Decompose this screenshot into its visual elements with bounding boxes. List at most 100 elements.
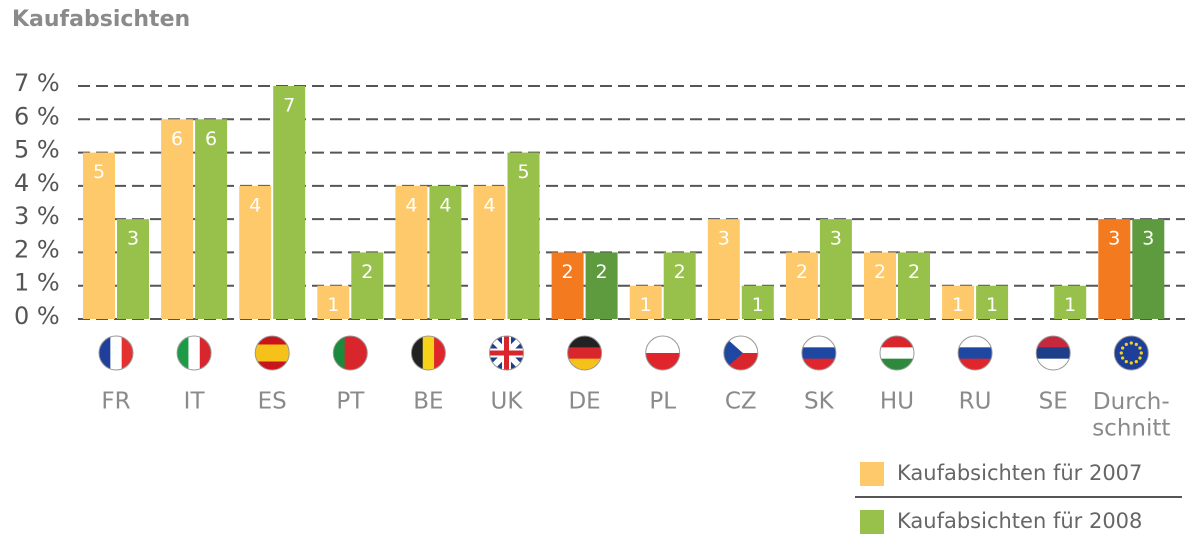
flag bbox=[333, 336, 368, 370]
value-label: 4 bbox=[249, 194, 261, 216]
bar bbox=[585, 252, 618, 319]
flag-stripe bbox=[958, 336, 993, 348]
flag-star bbox=[1124, 342, 1128, 346]
y-tick-label: 2 % bbox=[14, 235, 60, 263]
y-tick-label: 3 % bbox=[14, 202, 60, 230]
y-tick-label: 1 % bbox=[14, 269, 60, 297]
bar bbox=[629, 285, 662, 319]
flag-stripe bbox=[645, 336, 680, 354]
flag bbox=[801, 336, 836, 370]
value-label: 5 bbox=[93, 161, 105, 183]
flag-stripe bbox=[567, 347, 602, 360]
legend-swatch bbox=[860, 510, 884, 534]
bar bbox=[83, 152, 115, 319]
flag-stripe bbox=[188, 336, 201, 370]
value-label: 3 bbox=[1108, 228, 1120, 250]
flag-shine bbox=[98, 335, 134, 371]
bar bbox=[351, 252, 384, 319]
flag-shine bbox=[410, 335, 446, 371]
bar bbox=[429, 185, 462, 319]
bar bbox=[161, 119, 194, 320]
bar bbox=[551, 252, 584, 319]
flag-stripe bbox=[880, 358, 914, 370]
flag bbox=[411, 336, 446, 370]
chart-title: Kaufabsichten bbox=[12, 7, 190, 32]
value-label: 4 bbox=[405, 194, 417, 216]
value-label: 1 bbox=[640, 294, 652, 316]
bar bbox=[785, 252, 818, 319]
flag-shine bbox=[332, 335, 368, 371]
flag-star bbox=[1124, 360, 1128, 364]
x-tick-label: BE bbox=[413, 389, 443, 415]
flag bbox=[1036, 336, 1071, 370]
bar bbox=[898, 252, 930, 319]
bar bbox=[707, 219, 740, 319]
bar bbox=[663, 252, 696, 319]
value-label: 1 bbox=[986, 294, 998, 316]
value-label: 6 bbox=[205, 128, 217, 150]
flag-stripe bbox=[723, 336, 743, 370]
value-label: 2 bbox=[562, 261, 574, 283]
flag-stripe bbox=[255, 336, 290, 345]
value-label: 2 bbox=[874, 261, 886, 283]
flag-stripe bbox=[645, 353, 680, 370]
flag-stripe bbox=[958, 347, 993, 360]
flag-stripe bbox=[344, 336, 357, 370]
flag-stripe bbox=[801, 358, 836, 370]
flag-shine bbox=[879, 335, 915, 371]
flag-stripe bbox=[199, 336, 212, 370]
value-label: 2 bbox=[361, 261, 373, 283]
value-label: 5 bbox=[517, 161, 529, 183]
flag bbox=[723, 336, 758, 370]
flag-star bbox=[1129, 341, 1133, 345]
x-tick-label: SK bbox=[804, 389, 835, 415]
flag-star bbox=[1129, 361, 1133, 365]
flag-stripe bbox=[1036, 347, 1071, 360]
flag-stripe bbox=[355, 336, 368, 370]
x-tick-label: CZ bbox=[725, 389, 757, 415]
flag-stripe bbox=[255, 361, 290, 370]
bar bbox=[741, 285, 774, 319]
bar bbox=[507, 152, 540, 319]
x-tick-label: IT bbox=[184, 389, 206, 415]
x-tick-label: SE bbox=[1039, 389, 1068, 415]
flag-stripe bbox=[1036, 336, 1071, 348]
value-label: 1 bbox=[952, 294, 964, 316]
bar bbox=[1054, 285, 1087, 319]
x-tick-label: ES bbox=[258, 389, 287, 415]
flag-stripe bbox=[177, 336, 189, 370]
flag-shine bbox=[254, 335, 290, 371]
x-tick-label: FR bbox=[101, 389, 130, 415]
flag-stripe bbox=[99, 336, 111, 370]
value-label: 7 bbox=[283, 95, 295, 117]
y-tick-label: 6 % bbox=[14, 102, 60, 130]
value-label: 2 bbox=[796, 261, 808, 283]
flag-shine bbox=[489, 335, 524, 371]
flag-stripe bbox=[880, 336, 914, 348]
flag-shine bbox=[645, 335, 681, 371]
flag-stripe bbox=[255, 344, 290, 354]
flag bbox=[645, 336, 680, 370]
flag-stripe bbox=[567, 358, 602, 370]
flag bbox=[255, 336, 290, 370]
bar bbox=[239, 185, 272, 319]
bar bbox=[195, 119, 228, 320]
flag-stripe bbox=[1036, 358, 1071, 370]
flag-stripe bbox=[958, 358, 993, 370]
flag-shine bbox=[1113, 335, 1149, 371]
y-tick-label: 5 % bbox=[14, 136, 60, 164]
flag-star bbox=[1138, 346, 1142, 350]
flag-star bbox=[1134, 360, 1138, 364]
value-label: 1 bbox=[1064, 294, 1076, 316]
value-label: 4 bbox=[483, 194, 495, 216]
flag-stripe bbox=[880, 347, 914, 360]
y-tick-label: 4 % bbox=[14, 169, 60, 197]
x-tick-label: DE bbox=[568, 389, 600, 415]
flag bbox=[567, 336, 602, 370]
flag-stripe bbox=[801, 336, 836, 348]
flag bbox=[1114, 336, 1149, 370]
flag-stripe bbox=[411, 336, 424, 370]
flag bbox=[958, 336, 993, 370]
x-tick-label: HU bbox=[880, 389, 914, 415]
flag-stripe bbox=[110, 336, 123, 370]
